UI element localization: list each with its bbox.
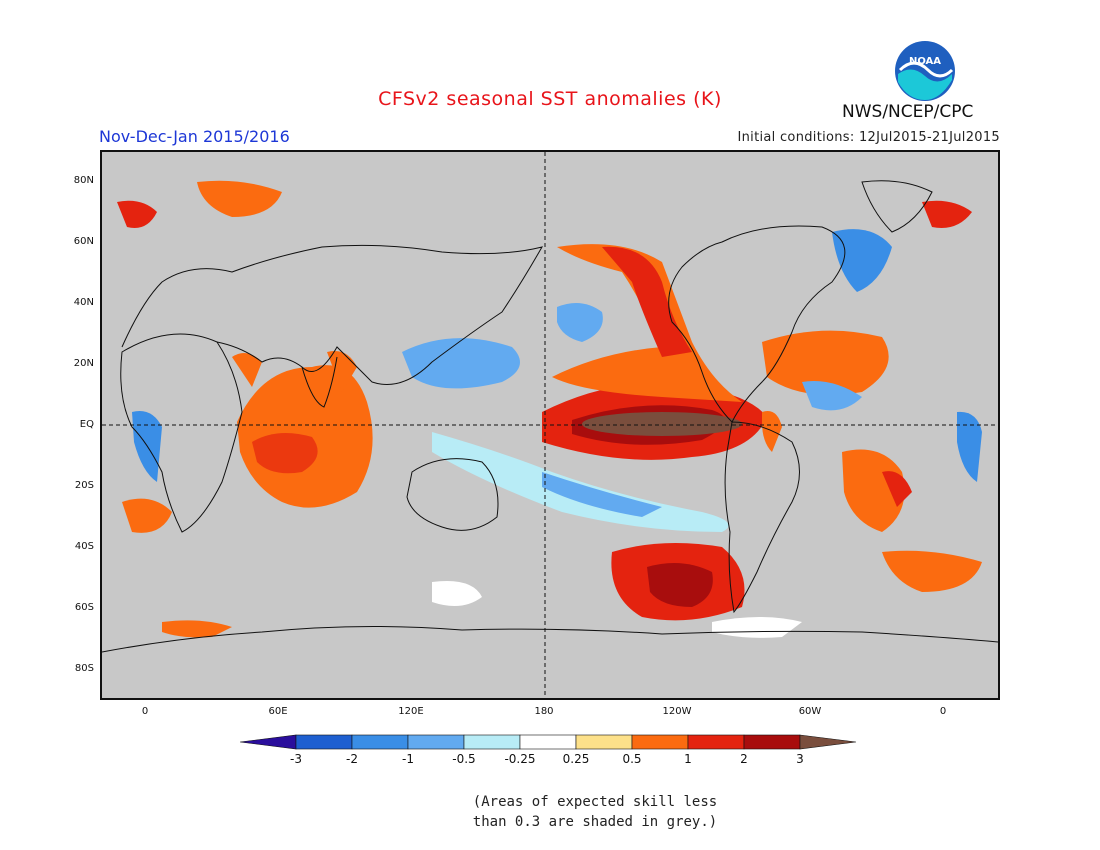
lat-label: 60N bbox=[73, 236, 94, 247]
anomaly-shading bbox=[117, 180, 982, 638]
lon-label: 120W bbox=[662, 706, 692, 717]
colorbar-segment bbox=[351, 734, 409, 750]
colorbar-segment bbox=[519, 734, 577, 750]
colorbar-segment bbox=[799, 734, 857, 750]
lat-label: 40N bbox=[73, 297, 94, 308]
lat-label: EQ bbox=[79, 419, 94, 430]
lat-label: 20N bbox=[73, 358, 94, 369]
colorbar-segment bbox=[407, 734, 465, 750]
colorbar-segment bbox=[240, 734, 297, 750]
lat-label: 60S bbox=[74, 602, 94, 613]
colorbar-segment bbox=[295, 734, 353, 750]
skill-note-line: (Areas of expected skill less bbox=[472, 794, 718, 810]
lon-label: 60W bbox=[798, 706, 822, 717]
colorbar-label: 0.25 bbox=[562, 752, 590, 766]
coastlines bbox=[102, 180, 998, 653]
lat-label: 20S bbox=[74, 480, 94, 491]
skill-note: (Areas of expected skill less than 0.3 a… bbox=[430, 792, 760, 832]
lat-label: 40S bbox=[74, 541, 94, 552]
colorbar-label: -0.5 bbox=[452, 752, 476, 766]
colorbar-segment bbox=[687, 734, 745, 750]
sst-anomaly-map bbox=[100, 150, 1000, 700]
lon-label: 0 bbox=[939, 706, 947, 717]
lon-label: 180 bbox=[534, 706, 554, 717]
chart-title: CFSv2 seasonal SST anomalies (K) bbox=[378, 88, 722, 110]
colorbar-label: 1 bbox=[684, 752, 692, 766]
lon-label: 60E bbox=[268, 706, 288, 717]
lat-label: 80S bbox=[74, 663, 94, 674]
colorbar-label: -2 bbox=[346, 752, 358, 766]
colorbar-label: -0.25 bbox=[504, 752, 536, 766]
colorbar bbox=[240, 734, 857, 750]
reference-lines bbox=[102, 152, 998, 698]
lat-label: 80N bbox=[73, 175, 94, 186]
colorbar-label: 3 bbox=[796, 752, 804, 766]
noaa-logo-icon: NOAA bbox=[895, 41, 955, 101]
lon-label: 120E bbox=[398, 706, 424, 717]
skill-note-line: than 0.3 are shaded in grey.) bbox=[472, 814, 718, 830]
colorbar-segment bbox=[743, 734, 801, 750]
colorbar-label: -3 bbox=[290, 752, 302, 766]
forecast-period: Nov-Dec-Jan 2015/2016 bbox=[99, 127, 290, 146]
lon-label: 0 bbox=[141, 706, 149, 717]
colorbar-segment bbox=[575, 734, 633, 750]
colorbar-label: 0.5 bbox=[622, 752, 642, 766]
initial-conditions: Initial conditions: 12Jul2015-21Jul2015 bbox=[737, 130, 1000, 145]
colorbar-segment bbox=[463, 734, 521, 750]
colorbar-segment bbox=[631, 734, 689, 750]
colorbar-label: -1 bbox=[402, 752, 414, 766]
colorbar-label: 2 bbox=[740, 752, 748, 766]
noaa-logo-text: NOAA bbox=[909, 56, 941, 67]
organization-label: NWS/NCEP/CPC bbox=[842, 102, 974, 122]
